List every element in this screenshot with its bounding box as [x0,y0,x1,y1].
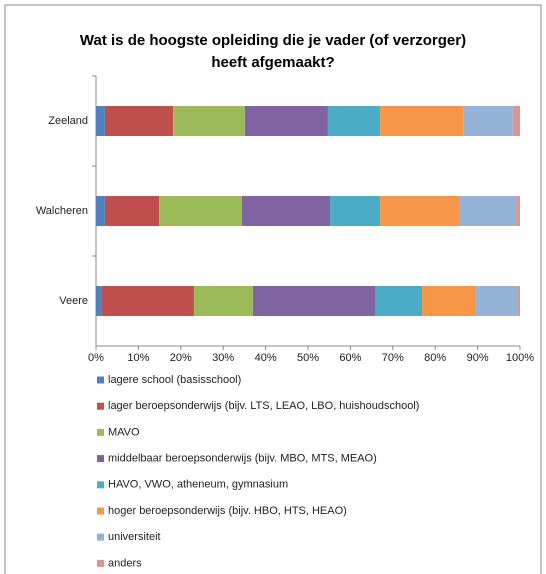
y-tick-label: Veere [59,295,88,307]
x-tick-label: 10% [127,352,149,364]
bar-segment [252,286,375,316]
legend-swatch [97,455,104,463]
bar-segment [374,286,423,316]
x-tick-label: 30% [212,352,234,364]
x-tick-label: 70% [382,352,404,364]
x-tick-label: 50% [297,352,319,364]
bar-segment [96,106,105,136]
legend-label: MAVO [108,426,140,438]
legend-swatch [97,533,104,541]
bar-segment [517,286,520,316]
bar-segment [327,106,381,136]
y-tick-label: Walcheren [36,205,88,217]
x-tick-label: 100% [506,352,534,364]
bar-segment [512,106,520,136]
bar-segment [193,286,253,316]
x-tick-label: 90% [467,352,489,364]
bar-segment [458,196,517,226]
legend-swatch [97,507,104,515]
bar-segment [173,106,245,136]
legend-label: middelbaar beroepsonderwijs (bijv. MBO, … [108,453,377,465]
bar-segment [422,286,476,316]
y-tick-label: Zeeland [48,115,88,127]
legend-label: HAVO, VWO, atheneum, gymnasium [108,479,288,491]
frame-border [4,4,542,574]
bar-segment [241,196,331,226]
legend-swatch [97,481,104,489]
legend-label: lager beroepsonderwijs (bijv. LTS, LEAO,… [108,400,419,412]
bar-segment [159,196,242,226]
x-tick-label: 80% [424,352,446,364]
legend-label: hoger beroepsonderwijs (bijv. HBO, HTS, … [108,505,347,517]
x-tick-label: 40% [255,352,277,364]
bar-segment [244,106,328,136]
legend-swatch [97,402,104,410]
bar-segment [380,106,464,136]
legend-swatch [97,428,104,436]
bar-segment [96,196,105,226]
legend-label: anders [108,557,142,569]
bar-segment [330,196,381,226]
bar-segment [101,286,194,316]
bar-segment [96,286,102,316]
bar-segment [380,196,459,226]
x-tick-label: 0% [88,352,104,364]
bar-segment [516,196,520,226]
bar-segment [475,286,518,316]
legend-label: lagere school (basisschool) [108,374,241,386]
x-tick-label: 20% [170,352,192,364]
x-tick-label: 60% [339,352,361,364]
legend-swatch [97,559,104,567]
legend-label: universiteit [108,531,161,543]
bar-segment [463,106,513,136]
chart-title: Wat is de hoogste opleiding die je vader… [79,32,467,71]
bar-segment [104,196,160,226]
bar-segment [104,106,174,136]
legend-swatch [97,376,104,384]
